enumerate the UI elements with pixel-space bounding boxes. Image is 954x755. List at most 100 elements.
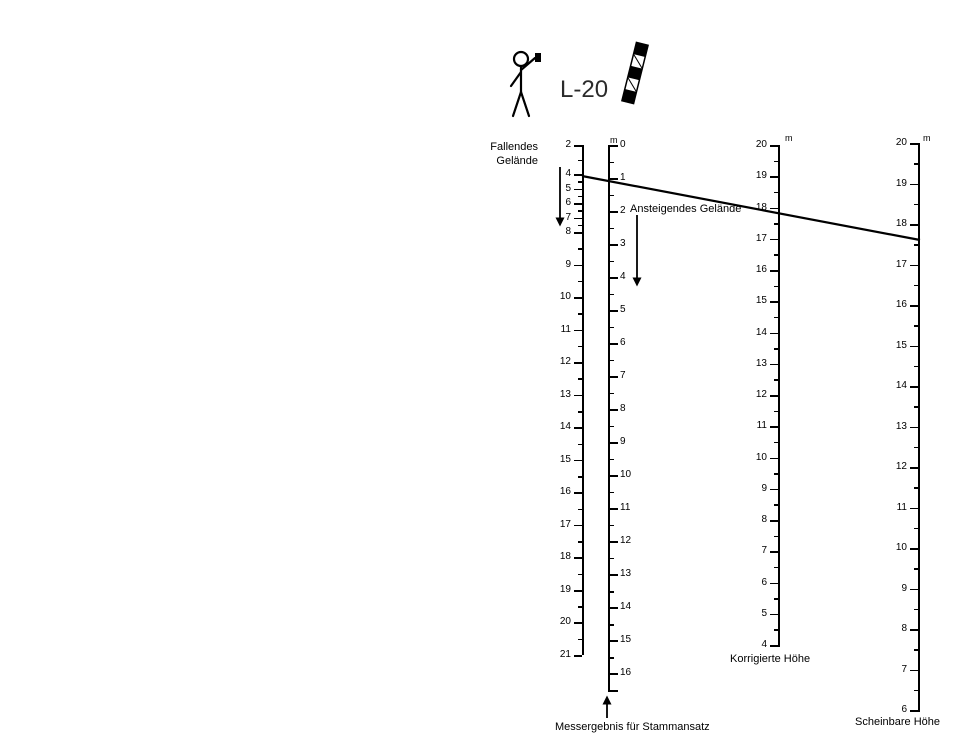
tick-mark [574,590,582,592]
tick-label: 12 [756,389,767,400]
tick-label: 4 [620,271,626,282]
tick-mark [578,639,582,641]
tick-mark [610,145,618,147]
tick-mark [578,160,582,162]
tick-label: 9 [565,259,571,270]
tick-mark [774,192,778,194]
tick-mark [610,525,614,527]
tick-label: 20 [896,137,907,148]
tick-mark [578,281,582,283]
label-korrigierte: Korrigierte Höhe [730,653,810,665]
tick-label: 16 [560,486,571,497]
tick-mark [578,225,582,227]
tick-mark [578,378,582,380]
tick-label: 10 [896,542,907,553]
tick-mark [574,330,582,332]
tick-mark [774,629,778,631]
tick-mark [910,143,918,145]
tick-mark [574,218,582,220]
tick-label: 2 [565,139,571,150]
tick-mark [770,614,778,616]
tick-mark [578,181,582,183]
tick-label: 13 [896,421,907,432]
tick-mark [774,442,778,444]
tick-mark [770,645,780,647]
tick-mark [770,333,778,335]
tick-label: 4 [565,168,571,179]
tick-mark [574,265,582,267]
tick-mark [774,348,778,350]
tick-mark [914,487,918,489]
tick-mark [774,567,778,569]
tick-label: 15 [620,634,631,645]
unit-label-right: m [923,133,931,143]
tick-label: 11 [757,420,767,431]
tick-mark [574,174,582,176]
tick-mark [770,239,778,241]
tick-label: 7 [565,212,571,223]
tick-mark [610,574,618,576]
tick-mark [918,143,920,712]
tick-label: 8 [620,403,626,414]
tick-label: 13 [560,389,571,400]
tick-mark [774,161,778,163]
tick-label: 19 [756,170,767,181]
tick-label: 14 [560,421,571,432]
tick-mark [610,475,618,477]
tick-mark [770,551,778,553]
unit-label-mid: m [785,133,793,143]
tick-mark [778,145,780,647]
tick-mark [610,244,618,246]
tick-label: 11 [897,502,907,513]
tick-mark [578,210,582,212]
tick-label: 11 [561,324,571,335]
tick-label: 8 [565,226,571,237]
tick-mark [774,536,778,538]
tick-mark [610,343,618,345]
tick-label: 13 [620,568,631,579]
tick-label: 18 [896,218,907,229]
tick-label: 19 [896,178,907,189]
tick-mark [610,327,614,329]
tick-mark [610,228,614,230]
tick-label: 9 [901,583,907,594]
tick-label: 16 [620,667,631,678]
tick-mark [910,710,920,712]
tick-label: 14 [620,601,631,612]
tick-label: 8 [901,623,907,634]
tick-label: 12 [560,356,571,367]
tick-label: 4 [761,639,767,650]
tick-mark [610,624,614,626]
tick-mark [610,211,618,213]
tick-mark [774,223,778,225]
tick-mark [770,301,778,303]
tick-label: 5 [620,304,626,315]
tick-mark [610,673,618,675]
tick-mark [770,489,778,491]
tick-mark [578,509,582,511]
tick-mark [914,244,918,246]
tick-mark [578,476,582,478]
tick-label: 6 [901,704,907,715]
tick-mark [610,162,614,164]
tick-mark [574,622,582,624]
tick-mark [574,203,582,205]
tick-label: 20 [560,616,571,627]
tick-mark [610,277,618,279]
tick-mark [610,508,618,510]
tick-mark [610,310,618,312]
tick-mark [574,395,582,397]
tick-mark [770,458,778,460]
tick-label: 3 [620,238,626,249]
tick-mark [910,305,918,307]
tick-mark [770,176,778,178]
tick-mark [910,346,918,348]
tick-label: 9 [620,436,626,447]
tick-mark [574,297,582,299]
tick-label: 7 [761,545,767,556]
tick-mark [610,426,614,428]
tick-mark [770,520,778,522]
tick-mark [574,492,582,494]
tick-mark [914,690,918,692]
tick-label: 8 [761,514,767,525]
